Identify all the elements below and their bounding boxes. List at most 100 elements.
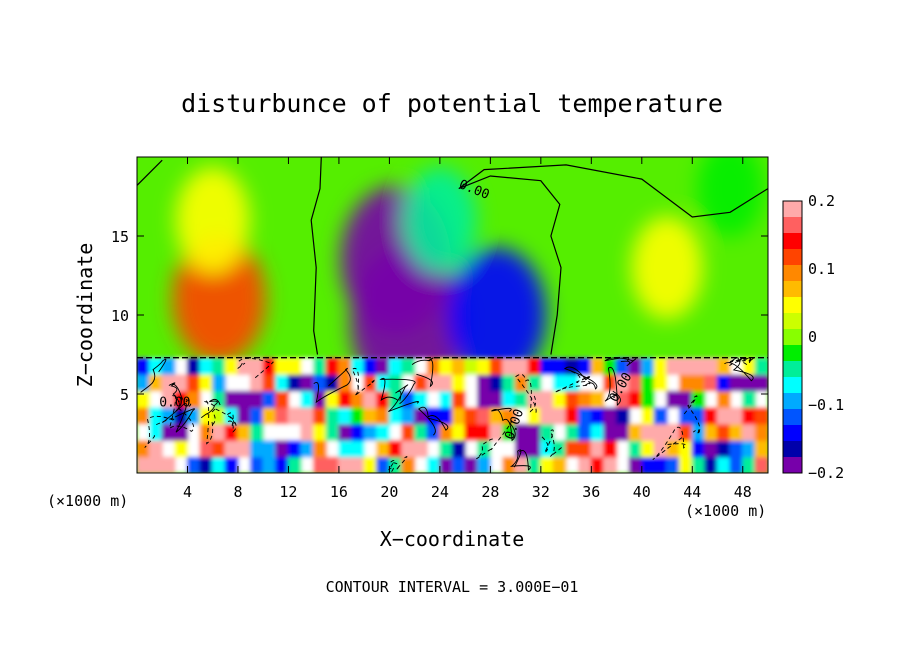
lower-cell — [199, 456, 214, 473]
lower-cell — [742, 440, 757, 458]
lower-cell — [704, 440, 719, 458]
lower-cell — [161, 423, 176, 441]
lower-cell — [237, 423, 252, 441]
lower-cell — [287, 357, 302, 375]
lower-cell — [338, 423, 353, 441]
lower-contour-line — [411, 357, 434, 388]
lower-cell — [237, 390, 252, 408]
lower-cell — [287, 407, 302, 425]
lower-cell — [729, 423, 744, 441]
lower-cell — [704, 456, 719, 473]
lower-cell — [590, 423, 605, 441]
lower-cell — [578, 407, 593, 425]
colorbar-swatch — [783, 265, 802, 282]
lower-cell — [514, 357, 529, 375]
lower-cell — [590, 407, 605, 425]
lower-cell — [212, 456, 227, 473]
x-tick-label: 8 — [233, 483, 242, 501]
colorbar-swatch — [783, 393, 802, 410]
lower-cell — [237, 407, 252, 425]
lower-cell — [148, 374, 163, 392]
lower-cell — [363, 407, 378, 425]
lower-cell — [502, 374, 517, 392]
lower-contour-line — [388, 456, 408, 472]
footer-note: CONTOUR INTERVAL = 3.000E−01 — [326, 578, 579, 596]
lower-cell — [678, 357, 693, 375]
lower-cell — [451, 456, 466, 473]
lower-cell — [401, 423, 416, 441]
lower-cell — [262, 357, 277, 375]
lower-cell — [477, 374, 492, 392]
lower-cell — [174, 374, 189, 392]
lower-cell — [729, 440, 744, 458]
colorbar-swatch — [783, 345, 802, 362]
lower-cell — [413, 390, 428, 408]
lower-contour-line — [379, 377, 416, 405]
lower-cell — [249, 357, 264, 375]
lower-cell — [199, 357, 214, 375]
lower-cell — [388, 357, 403, 375]
lower-cell — [224, 390, 239, 408]
colorbar: 0.2 0.1 0 −0.1 −0.2 — [782, 192, 844, 482]
lower-cell — [262, 407, 277, 425]
y-tick-label: 10 — [111, 307, 129, 325]
lower-cell — [413, 374, 428, 392]
lower-cell — [199, 423, 214, 441]
lower-cell — [653, 440, 668, 458]
lower-cell — [514, 374, 529, 392]
lower-cell — [590, 456, 605, 473]
lower-cell — [489, 390, 504, 408]
lower-cell — [376, 357, 391, 375]
lower-cell — [439, 357, 454, 375]
lower-cell — [363, 357, 378, 375]
lower-cell — [514, 456, 529, 473]
lower-cell — [338, 440, 353, 458]
lower-contour-line — [727, 357, 751, 367]
lower-cell — [540, 456, 555, 473]
lower-cell — [262, 456, 277, 473]
lower-cell — [742, 374, 757, 392]
lower-cell — [666, 440, 681, 458]
lower-cell — [312, 456, 327, 473]
lower-cell — [312, 423, 327, 441]
lower-contour-line — [168, 394, 195, 432]
lower-cell — [413, 423, 428, 441]
colorbar-swatch — [783, 297, 802, 314]
lower-cell — [451, 440, 466, 458]
lower-cell — [312, 374, 327, 392]
lower-cell — [666, 357, 681, 375]
lower-contour-line — [200, 398, 221, 419]
lower-cell — [186, 357, 201, 375]
lower-cell — [502, 390, 517, 408]
lower-cell — [325, 407, 340, 425]
lower-cell — [212, 423, 227, 441]
lower-cell — [249, 423, 264, 441]
lower-cell — [312, 357, 327, 375]
lower-cell — [388, 440, 403, 458]
lower-cell — [704, 357, 719, 375]
lower-cell — [237, 440, 252, 458]
lower-contour-line — [509, 449, 531, 471]
lower-cell — [628, 440, 643, 458]
lower-cell — [249, 390, 264, 408]
lower-cell — [363, 390, 378, 408]
lower-cell — [439, 423, 454, 441]
lower-cell — [401, 407, 416, 425]
lower-cell — [350, 440, 365, 458]
lower-contour-line — [563, 366, 598, 390]
lower-cell — [578, 357, 593, 375]
lower-cell — [199, 407, 214, 425]
lower-cell — [552, 407, 567, 425]
lower-cell — [376, 374, 391, 392]
lower-cell — [527, 456, 542, 473]
lower-contour-line — [604, 357, 637, 367]
lower-cell — [641, 374, 656, 392]
lower-cell — [666, 456, 681, 473]
lower-cell — [527, 423, 542, 441]
lower-cell — [590, 357, 605, 375]
lower-cell — [565, 407, 580, 425]
lower-cell — [451, 357, 466, 375]
lower-cell — [603, 456, 618, 473]
lower-cell — [300, 390, 315, 408]
lower-cell — [426, 374, 441, 392]
